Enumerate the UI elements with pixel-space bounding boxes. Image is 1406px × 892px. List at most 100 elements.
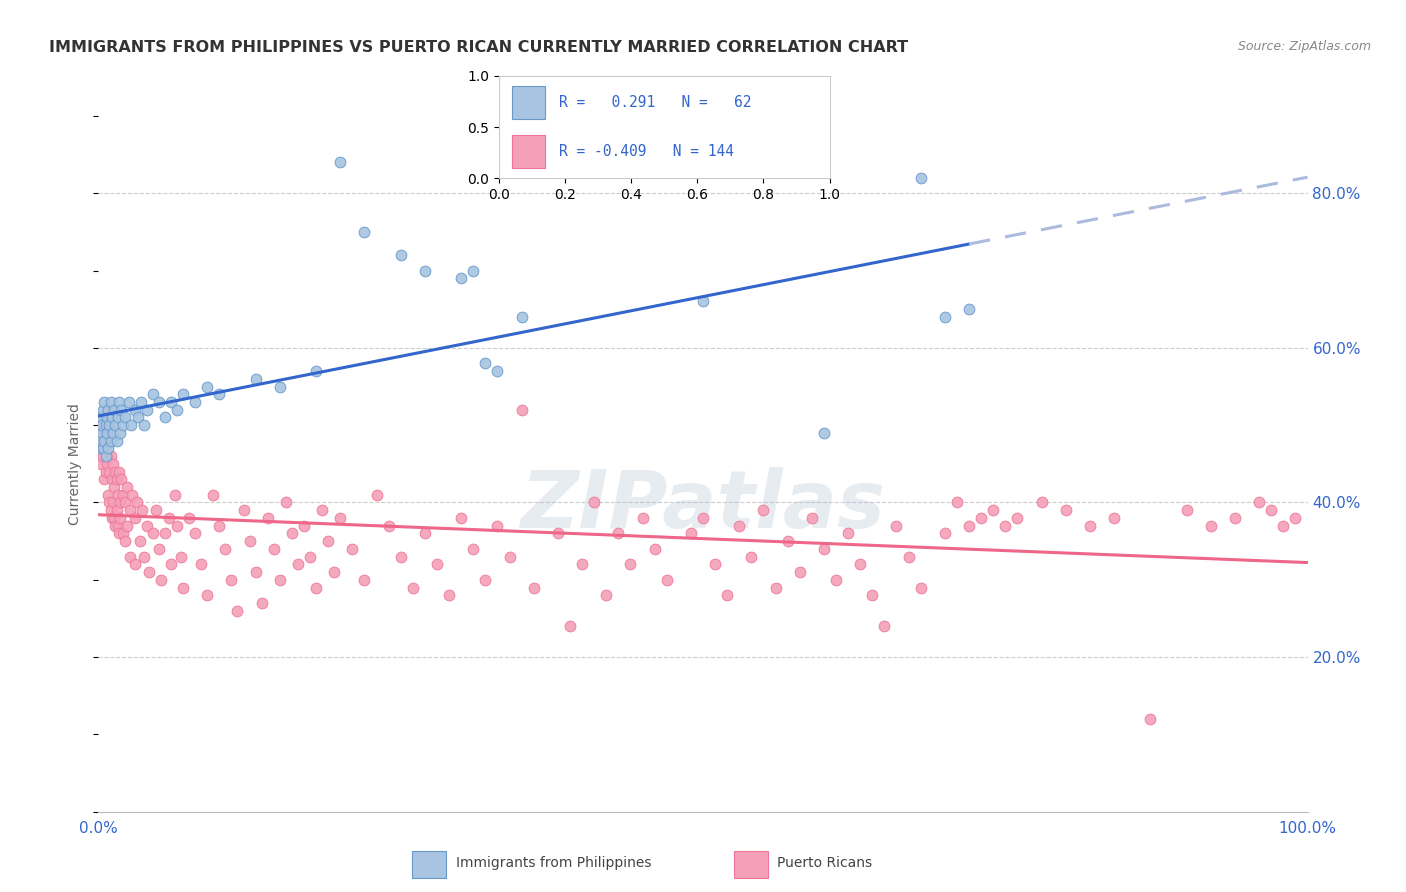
Point	[163, 488, 186, 502]
Point	[90, 457, 112, 471]
Point	[90, 434, 112, 448]
Point	[114, 410, 136, 425]
Point	[169, 549, 191, 564]
Point	[103, 480, 125, 494]
Point	[96, 410, 118, 425]
Point	[571, 558, 593, 572]
Point	[1260, 503, 1282, 517]
Point	[179, 511, 201, 525]
Point	[105, 503, 128, 517]
Point	[910, 170, 932, 185]
Point	[97, 402, 120, 417]
Point	[97, 442, 120, 456]
Point	[873, 619, 896, 633]
Point	[142, 526, 165, 541]
Point	[108, 526, 131, 541]
Point	[981, 503, 1004, 517]
Point	[184, 526, 207, 541]
Point	[93, 472, 115, 486]
Point	[120, 418, 142, 433]
Point	[135, 518, 157, 533]
Point	[94, 418, 117, 433]
Text: Puerto Ricans: Puerto Ricans	[778, 856, 872, 870]
Point	[214, 541, 236, 556]
Point	[93, 395, 115, 409]
Point	[100, 472, 122, 486]
Point	[450, 511, 472, 525]
Point	[232, 503, 254, 517]
Point	[118, 503, 141, 517]
Point	[558, 619, 581, 633]
Point	[776, 534, 799, 549]
Point	[837, 526, 859, 541]
Point	[101, 457, 124, 471]
Point	[153, 526, 176, 541]
Point	[117, 480, 139, 494]
Bar	[412, 851, 446, 878]
Point	[353, 225, 375, 239]
Point	[1223, 511, 1246, 525]
Text: IMMIGRANTS FROM PHILIPPINES VS PUERTO RICAN CURRENTLY MARRIED CORRELATION CHART: IMMIGRANTS FROM PHILIPPINES VS PUERTO RI…	[49, 40, 908, 55]
Point	[127, 495, 149, 509]
Point	[269, 573, 291, 587]
Point	[1054, 503, 1077, 517]
Point	[692, 294, 714, 309]
Point	[160, 558, 183, 572]
Point	[111, 488, 134, 502]
Point	[195, 588, 218, 602]
Point	[245, 372, 267, 386]
Point	[121, 488, 143, 502]
Text: R =   0.291   N =   62: R = 0.291 N = 62	[558, 95, 751, 110]
Point	[100, 503, 122, 517]
Point	[292, 518, 315, 533]
Point	[813, 425, 835, 440]
Point	[108, 511, 131, 525]
Text: R = -0.409   N = 144: R = -0.409 N = 144	[558, 145, 734, 160]
Point	[910, 581, 932, 595]
Point	[957, 518, 980, 533]
Point	[377, 518, 399, 533]
Point	[148, 395, 170, 409]
Point	[970, 511, 993, 525]
Point	[342, 541, 364, 556]
Point	[510, 310, 533, 324]
Point	[114, 534, 136, 549]
Point	[101, 495, 124, 509]
Point	[299, 549, 322, 564]
Text: Source: ZipAtlas.com: Source: ZipAtlas.com	[1237, 40, 1371, 54]
Point	[287, 558, 309, 572]
Point	[142, 387, 165, 401]
Point	[97, 488, 120, 502]
Point	[93, 434, 115, 448]
Point	[607, 526, 630, 541]
Point	[463, 263, 485, 277]
Point	[825, 573, 848, 587]
Point	[619, 558, 641, 572]
Point	[813, 541, 835, 556]
Point	[110, 472, 132, 486]
Point	[157, 511, 180, 525]
Text: Immigrants from Philippines: Immigrants from Philippines	[456, 856, 651, 870]
Point	[91, 402, 114, 417]
Point	[98, 418, 121, 433]
Point	[323, 565, 346, 579]
Point	[1007, 511, 1029, 525]
Point	[91, 449, 114, 463]
Point	[96, 425, 118, 440]
Point	[104, 418, 127, 433]
Point	[1272, 518, 1295, 533]
Point	[426, 558, 449, 572]
Point	[100, 434, 122, 448]
Point	[91, 425, 114, 440]
Point	[184, 395, 207, 409]
Point	[153, 410, 176, 425]
Point	[91, 410, 114, 425]
Point	[103, 402, 125, 417]
Point	[934, 310, 956, 324]
Point	[100, 511, 122, 525]
Point	[166, 402, 188, 417]
Point	[129, 395, 152, 409]
Point	[1078, 518, 1101, 533]
Point	[110, 402, 132, 417]
Point	[148, 541, 170, 556]
